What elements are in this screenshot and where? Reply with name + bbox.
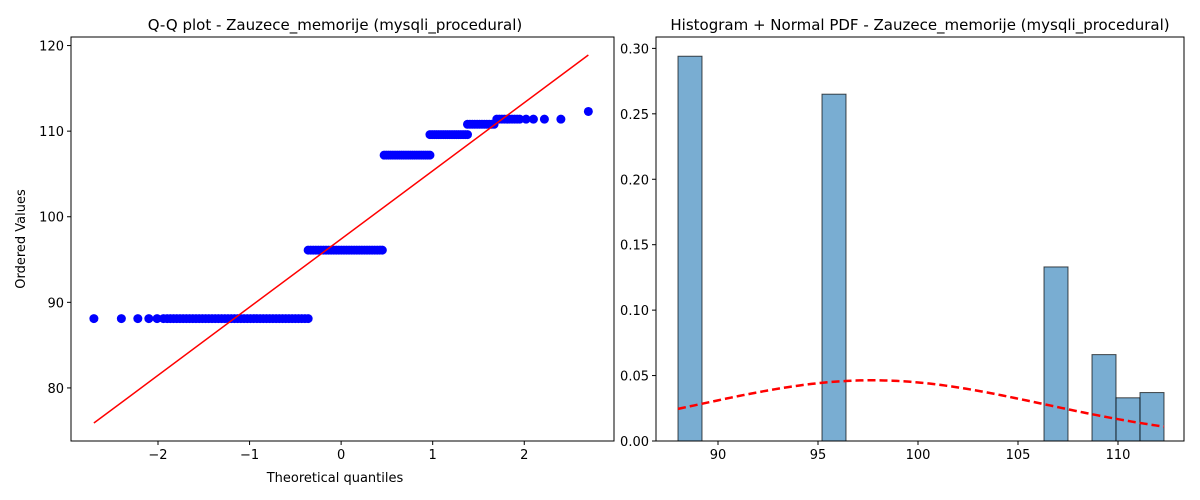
- qq-point: [377, 245, 387, 255]
- histogram-y-tick-label: 0.05: [620, 370, 649, 385]
- histogram-bar: [1043, 266, 1069, 442]
- histogram-x-tick-label: 95: [810, 448, 827, 463]
- histogram-x-axis-ticks: 90 95 100 105 110: [710, 441, 1131, 463]
- qq-x-tick-label: −2: [148, 448, 167, 463]
- histogram-marks: [677, 55, 1165, 442]
- qq-point: [303, 314, 313, 324]
- qq-x-axis-ticks: −2 −1 0 1 2: [148, 441, 528, 463]
- histogram-x-tick-label: 100: [906, 448, 931, 463]
- qq-point: [116, 314, 126, 324]
- qq-point: [528, 114, 538, 124]
- histogram-bar: [1139, 392, 1165, 442]
- histogram-bar: [1091, 354, 1117, 442]
- histogram-x-tick-label: 105: [1006, 448, 1031, 463]
- qq-point: [583, 106, 593, 116]
- qq-x-tick-label: −1: [240, 448, 259, 463]
- qq-x-axis-label: Theoretical quantiles: [266, 471, 404, 486]
- qq-fit-line: [93, 54, 589, 424]
- qq-plot-marks: [89, 54, 593, 424]
- histogram-frame: [655, 36, 1185, 442]
- qq-point: [152, 314, 162, 324]
- histogram-y-tick-label: 0.15: [620, 239, 649, 254]
- qq-y-tick-label: 80: [47, 382, 64, 397]
- qq-point: [539, 114, 549, 124]
- qq-y-tick-label: 100: [39, 211, 64, 226]
- histogram-x-tick-label: 110: [1106, 448, 1131, 463]
- qq-point: [425, 150, 435, 160]
- qq-plot-title: Q-Q plot - Zauzece_memorije (mysqli_proc…: [148, 16, 523, 35]
- histogram-bar: [821, 93, 847, 442]
- histogram-y-tick-label: 0.30: [620, 42, 649, 57]
- histogram-panel: Histogram + Normal PDF - Zauzece_memorij…: [620, 16, 1185, 463]
- qq-point: [556, 114, 566, 124]
- histogram-y-axis-ticks: 0.00 0.05 0.10 0.15 0.20 0.25 0.30: [620, 42, 656, 450]
- qq-point: [144, 314, 154, 324]
- qq-plot-panel: Q-Q plot - Zauzece_memorije (mysqli_proc…: [14, 16, 615, 486]
- histogram-x-tick-label: 90: [710, 448, 727, 463]
- qq-x-tick-label: 0: [337, 448, 345, 463]
- histogram-y-tick-label: 0.20: [620, 173, 649, 188]
- histogram-y-tick-label: 0.00: [620, 435, 649, 450]
- qq-y-tick-label: 120: [39, 40, 64, 55]
- qq-y-tick-label: 110: [39, 125, 64, 140]
- qq-y-axis-ticks: 80 90 100 110 120: [39, 40, 71, 397]
- qq-y-tick-label: 90: [47, 296, 64, 311]
- qq-y-axis-label: Ordered Values: [14, 189, 29, 289]
- qq-x-tick-label: 2: [520, 448, 528, 463]
- qq-point: [515, 114, 525, 124]
- histogram-y-tick-label: 0.25: [620, 108, 649, 123]
- histogram-title: Histogram + Normal PDF - Zauzece_memorij…: [670, 16, 1169, 35]
- qq-x-tick-label: 1: [429, 448, 437, 463]
- qq-plot-frame: [70, 36, 615, 442]
- qq-point: [133, 314, 143, 324]
- histogram-bar: [677, 55, 703, 442]
- histogram-y-tick-label: 0.10: [620, 304, 649, 319]
- qq-point: [158, 314, 168, 324]
- normal-pdf-curve: [677, 379, 1165, 428]
- qq-point: [462, 130, 472, 140]
- qq-point: [89, 314, 99, 324]
- qq-point: [521, 114, 531, 124]
